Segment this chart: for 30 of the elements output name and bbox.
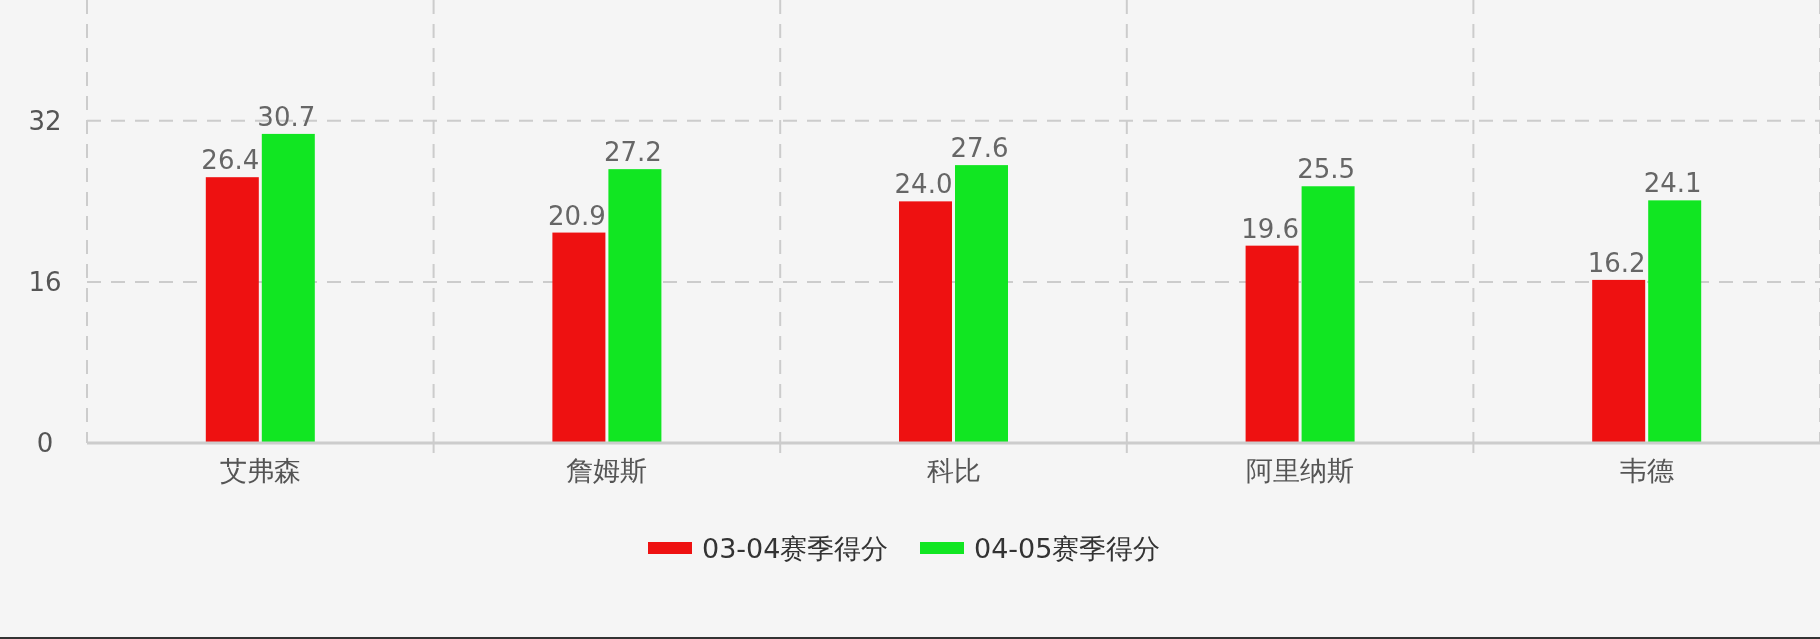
data-label: 25.5 xyxy=(1297,154,1356,185)
bar xyxy=(1301,186,1355,443)
x-tick-label: 艾弗森 xyxy=(219,455,301,486)
data-label: 20.9 xyxy=(547,200,606,231)
y-tick-label: 32 xyxy=(28,105,62,136)
data-label: 27.6 xyxy=(950,133,1009,164)
data-label: 24.0 xyxy=(894,169,953,200)
x-tick-label: 詹姆斯 xyxy=(566,455,648,486)
data-label: 27.2 xyxy=(603,137,662,168)
data-label: 19.6 xyxy=(1241,213,1300,244)
legend-label: 03-04赛季得分 xyxy=(702,533,889,564)
x-tick-label: 阿里纳斯 xyxy=(1246,455,1355,486)
data-label: 26.4 xyxy=(201,145,260,176)
data-label: 16.2 xyxy=(1587,247,1646,278)
data-label: 24.1 xyxy=(1643,168,1702,199)
data-label: 30.7 xyxy=(257,101,316,132)
y-tick-label: 16 xyxy=(28,266,62,297)
bar xyxy=(955,165,1008,443)
bar xyxy=(1245,245,1299,443)
bar xyxy=(899,201,952,443)
bar xyxy=(205,177,259,443)
bar xyxy=(261,133,315,443)
x-tick-label: 科比 xyxy=(926,455,981,486)
bar xyxy=(1648,200,1702,443)
bar xyxy=(1592,279,1646,443)
legend-label: 04-05赛季得分 xyxy=(974,533,1161,564)
bar xyxy=(552,232,606,443)
y-tick-label: 0 xyxy=(36,428,54,458)
x-tick-label: 韦德 xyxy=(1619,455,1674,486)
bar xyxy=(608,169,662,443)
